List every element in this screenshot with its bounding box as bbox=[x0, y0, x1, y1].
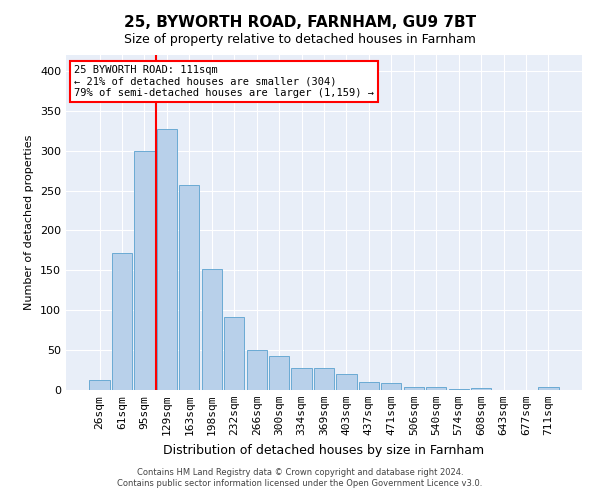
Y-axis label: Number of detached properties: Number of detached properties bbox=[25, 135, 34, 310]
Bar bbox=[471, 388, 491, 390]
Bar bbox=[134, 150, 155, 390]
Text: 25 BYWORTH ROAD: 111sqm
← 21% of detached houses are smaller (304)
79% of semi-d: 25 BYWORTH ROAD: 111sqm ← 21% of detache… bbox=[74, 65, 374, 98]
Bar bbox=[112, 253, 132, 390]
Bar bbox=[538, 387, 559, 390]
Bar bbox=[426, 387, 446, 390]
Bar bbox=[337, 374, 356, 390]
Bar bbox=[314, 368, 334, 390]
Bar bbox=[449, 389, 469, 390]
X-axis label: Distribution of detached houses by size in Farnham: Distribution of detached houses by size … bbox=[163, 444, 485, 456]
Text: 25, BYWORTH ROAD, FARNHAM, GU9 7BT: 25, BYWORTH ROAD, FARNHAM, GU9 7BT bbox=[124, 15, 476, 30]
Bar bbox=[179, 185, 199, 390]
Text: Contains HM Land Registry data © Crown copyright and database right 2024.
Contai: Contains HM Land Registry data © Crown c… bbox=[118, 468, 482, 487]
Bar bbox=[247, 350, 267, 390]
Bar bbox=[224, 316, 244, 390]
Text: Size of property relative to detached houses in Farnham: Size of property relative to detached ho… bbox=[124, 32, 476, 46]
Bar bbox=[404, 387, 424, 390]
Bar bbox=[381, 383, 401, 390]
Bar bbox=[157, 129, 177, 390]
Bar bbox=[292, 368, 311, 390]
Bar bbox=[202, 269, 222, 390]
Bar bbox=[89, 380, 110, 390]
Bar bbox=[359, 382, 379, 390]
Bar bbox=[269, 356, 289, 390]
